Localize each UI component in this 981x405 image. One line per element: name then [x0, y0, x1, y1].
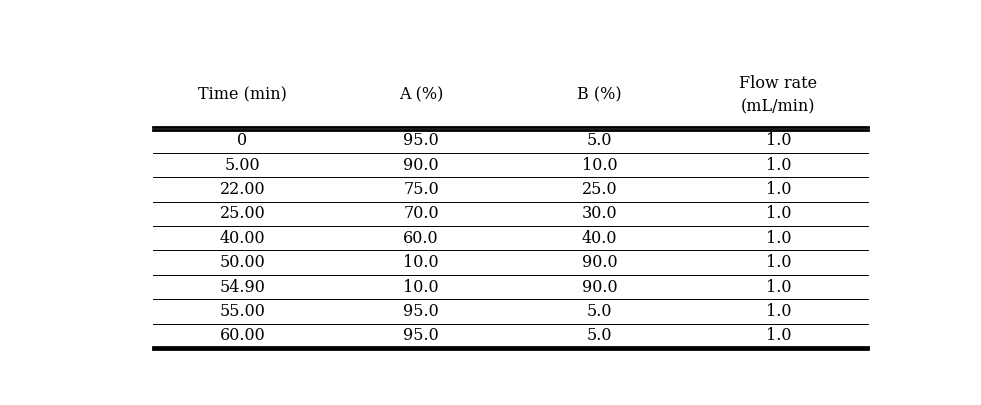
Text: 10.0: 10.0: [403, 279, 439, 296]
Text: 22.00: 22.00: [220, 181, 265, 198]
Text: 54.90: 54.90: [220, 279, 265, 296]
Text: 5.0: 5.0: [587, 303, 612, 320]
Text: 25.0: 25.0: [582, 181, 617, 198]
Text: 10.0: 10.0: [582, 157, 617, 174]
Text: 1.0: 1.0: [765, 181, 791, 198]
Text: 1.0: 1.0: [765, 303, 791, 320]
Text: 75.0: 75.0: [403, 181, 439, 198]
Text: 90.0: 90.0: [582, 279, 617, 296]
Text: 1.0: 1.0: [765, 254, 791, 271]
Text: 70.0: 70.0: [403, 205, 439, 222]
Text: 30.0: 30.0: [582, 205, 617, 222]
Text: 95.0: 95.0: [403, 327, 439, 344]
Text: 90.0: 90.0: [403, 157, 439, 174]
Text: 60.00: 60.00: [220, 327, 265, 344]
Text: 55.00: 55.00: [220, 303, 265, 320]
Text: Time (min): Time (min): [198, 86, 286, 103]
Text: 60.0: 60.0: [403, 230, 439, 247]
Text: 25.00: 25.00: [220, 205, 265, 222]
Text: Flow rate
(mL/min): Flow rate (mL/min): [740, 75, 817, 115]
Text: B (%): B (%): [578, 86, 622, 103]
Text: 40.00: 40.00: [220, 230, 265, 247]
Text: 1.0: 1.0: [765, 132, 791, 149]
Text: 1.0: 1.0: [765, 279, 791, 296]
Text: 1.0: 1.0: [765, 205, 791, 222]
Text: 0: 0: [237, 132, 247, 149]
Text: 90.0: 90.0: [582, 254, 617, 271]
Text: 5.0: 5.0: [587, 327, 612, 344]
Text: A (%): A (%): [399, 86, 443, 103]
Text: 1.0: 1.0: [765, 157, 791, 174]
Text: 1.0: 1.0: [765, 230, 791, 247]
Text: 10.0: 10.0: [403, 254, 439, 271]
Text: 1.0: 1.0: [765, 327, 791, 344]
Text: 95.0: 95.0: [403, 303, 439, 320]
Text: 95.0: 95.0: [403, 132, 439, 149]
Text: 5.0: 5.0: [587, 132, 612, 149]
Text: 5.00: 5.00: [225, 157, 260, 174]
Text: 40.0: 40.0: [582, 230, 617, 247]
Text: 50.00: 50.00: [220, 254, 265, 271]
